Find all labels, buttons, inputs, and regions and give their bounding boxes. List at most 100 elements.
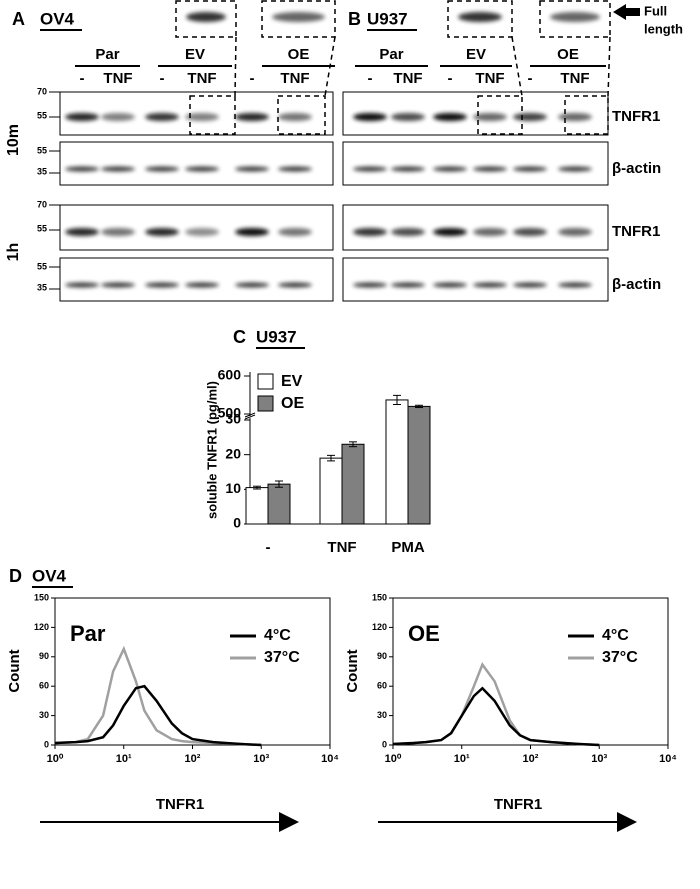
legend-label: 37°C xyxy=(264,649,300,666)
band xyxy=(278,113,312,121)
band xyxy=(353,113,387,121)
band xyxy=(65,282,99,288)
band xyxy=(235,166,269,172)
y-tick-label: 600 xyxy=(218,367,242,383)
bar xyxy=(245,487,269,525)
legend-label: 37°C xyxy=(602,649,638,666)
x-tick-label: - xyxy=(266,539,271,556)
lane-label: - xyxy=(160,70,165,87)
crop-connector xyxy=(324,36,336,97)
band xyxy=(558,228,592,236)
band xyxy=(433,282,467,288)
y-tick-label: 0 xyxy=(233,515,241,531)
legend-label: OE xyxy=(281,395,304,412)
blot-label: TNFR1 xyxy=(612,108,660,125)
timepoint: 10m xyxy=(5,124,22,156)
full-length-label: length xyxy=(644,21,683,36)
band xyxy=(278,228,312,236)
band xyxy=(391,228,425,236)
blot-frame xyxy=(59,257,334,302)
band xyxy=(65,113,99,121)
band xyxy=(145,113,179,121)
blot-label: TNFR1 xyxy=(612,223,660,240)
x-tick-label: 10³ xyxy=(591,753,607,765)
band xyxy=(473,113,507,121)
band xyxy=(558,113,592,121)
y-tick-label: 150 xyxy=(372,592,387,602)
lane-label: TNF xyxy=(187,70,216,87)
y-tick-label: 500 xyxy=(218,405,242,421)
mw-marker: 55 xyxy=(37,110,47,120)
y-tick-label: 150 xyxy=(34,592,49,602)
x-axis-label: TNFR1 xyxy=(494,796,542,813)
band xyxy=(185,166,219,172)
mw-marker: 55 xyxy=(37,223,47,233)
crop-box xyxy=(477,95,523,135)
legend-swatch xyxy=(257,395,274,412)
blot-frame xyxy=(342,257,609,302)
crop-box xyxy=(564,95,609,135)
mw-marker: 70 xyxy=(37,86,47,96)
band xyxy=(391,282,425,288)
band xyxy=(473,166,507,172)
band xyxy=(235,282,269,288)
band xyxy=(101,166,135,172)
bar xyxy=(267,483,291,525)
panel-letter: C xyxy=(233,327,246,347)
axis-break xyxy=(244,414,256,420)
chart-title: U937 xyxy=(256,327,297,346)
band xyxy=(278,166,312,172)
full-length-label: Full xyxy=(644,3,667,18)
crop-box xyxy=(277,95,326,135)
band xyxy=(353,228,387,236)
bar xyxy=(407,405,431,525)
crop-connector xyxy=(234,36,237,97)
group-label: Par xyxy=(379,46,403,63)
chart-title: Par xyxy=(70,621,106,646)
lane-label: TNF xyxy=(103,70,132,87)
crop-box xyxy=(189,95,236,135)
bar xyxy=(319,457,343,525)
blot-label: β-actin xyxy=(612,276,661,293)
cell-line: OV4 xyxy=(32,566,67,585)
x-tick-label: 10³ xyxy=(253,753,269,765)
band xyxy=(145,282,179,288)
band xyxy=(558,282,592,288)
band xyxy=(513,282,547,288)
group-label: OE xyxy=(557,46,579,63)
histogram-line xyxy=(392,686,600,747)
band xyxy=(550,12,600,22)
x-tick-label: 10² xyxy=(523,753,539,765)
crop-box xyxy=(539,0,611,38)
band xyxy=(278,282,312,288)
group-label: EV xyxy=(185,46,205,63)
lane-label: - xyxy=(368,70,373,87)
band xyxy=(458,12,502,22)
x-tick-label: 10⁴ xyxy=(321,753,339,765)
y-tick-label: 120 xyxy=(372,622,387,632)
lane-label: - xyxy=(250,70,255,87)
crop-box xyxy=(175,0,237,38)
lane-label: TNF xyxy=(280,70,309,87)
blot-frame xyxy=(342,204,609,251)
lane-label: TNF xyxy=(393,70,422,87)
lane-label: - xyxy=(80,70,85,87)
band xyxy=(558,166,592,172)
band xyxy=(101,282,135,288)
band xyxy=(353,282,387,288)
x-axis-label: TNFR1 xyxy=(156,796,204,813)
group-label: OE xyxy=(288,46,310,63)
y-tick-label: 60 xyxy=(39,681,49,691)
x-tick-label: PMA xyxy=(391,539,425,556)
y-tick-label: 120 xyxy=(34,622,49,632)
band xyxy=(235,113,269,121)
blot-frame xyxy=(59,91,334,136)
band xyxy=(235,228,269,236)
mw-marker: 35 xyxy=(37,166,47,176)
lane-label: - xyxy=(448,70,453,87)
bar xyxy=(385,399,409,525)
legend-label: 4°C xyxy=(602,627,629,644)
y-tick-label: 0 xyxy=(382,739,387,749)
band xyxy=(473,282,507,288)
legend-label: 4°C xyxy=(264,627,291,644)
